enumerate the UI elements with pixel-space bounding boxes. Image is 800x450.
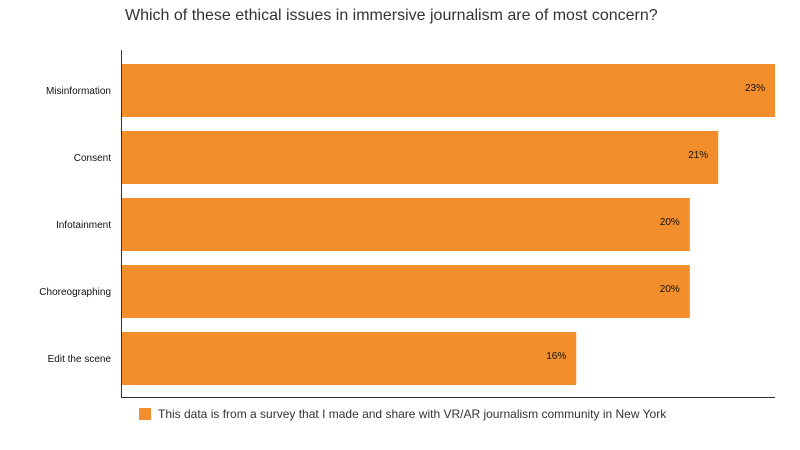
chart-title: Which of these ethical issues in immersi…	[125, 7, 658, 24]
value-label-infotainment: 20%	[660, 217, 680, 228]
legend: This data is from a survey that I made a…	[139, 407, 666, 421]
bar-choreographing	[122, 265, 690, 318]
bar-misinformation	[122, 64, 775, 117]
value-label-misinformation: 23%	[745, 83, 765, 94]
category-label-edit-the-scene: Edit the scene	[48, 354, 112, 365]
category-label-misinformation: Misinformation	[46, 86, 111, 97]
bars-layer	[122, 64, 775, 385]
category-label-infotainment: Infotainment	[56, 220, 111, 231]
axes-layer: Misinformation 23% Consent 21% Infotainment 2…	[39, 50, 775, 398]
value-label-choreographing: 20%	[660, 284, 680, 295]
bar-edit-the-scene	[122, 332, 577, 385]
bar-infotainment	[122, 198, 690, 251]
value-label-consent: 21%	[688, 150, 708, 161]
legend-swatch	[139, 408, 151, 420]
bar-consent	[122, 131, 719, 184]
legend-label: This data is from a survey that I made a…	[158, 407, 667, 421]
category-label-choreographing: Choreographing	[39, 287, 111, 298]
value-label-edit-the-scene: 16%	[546, 351, 566, 362]
category-label-consent: Consent	[74, 153, 111, 164]
